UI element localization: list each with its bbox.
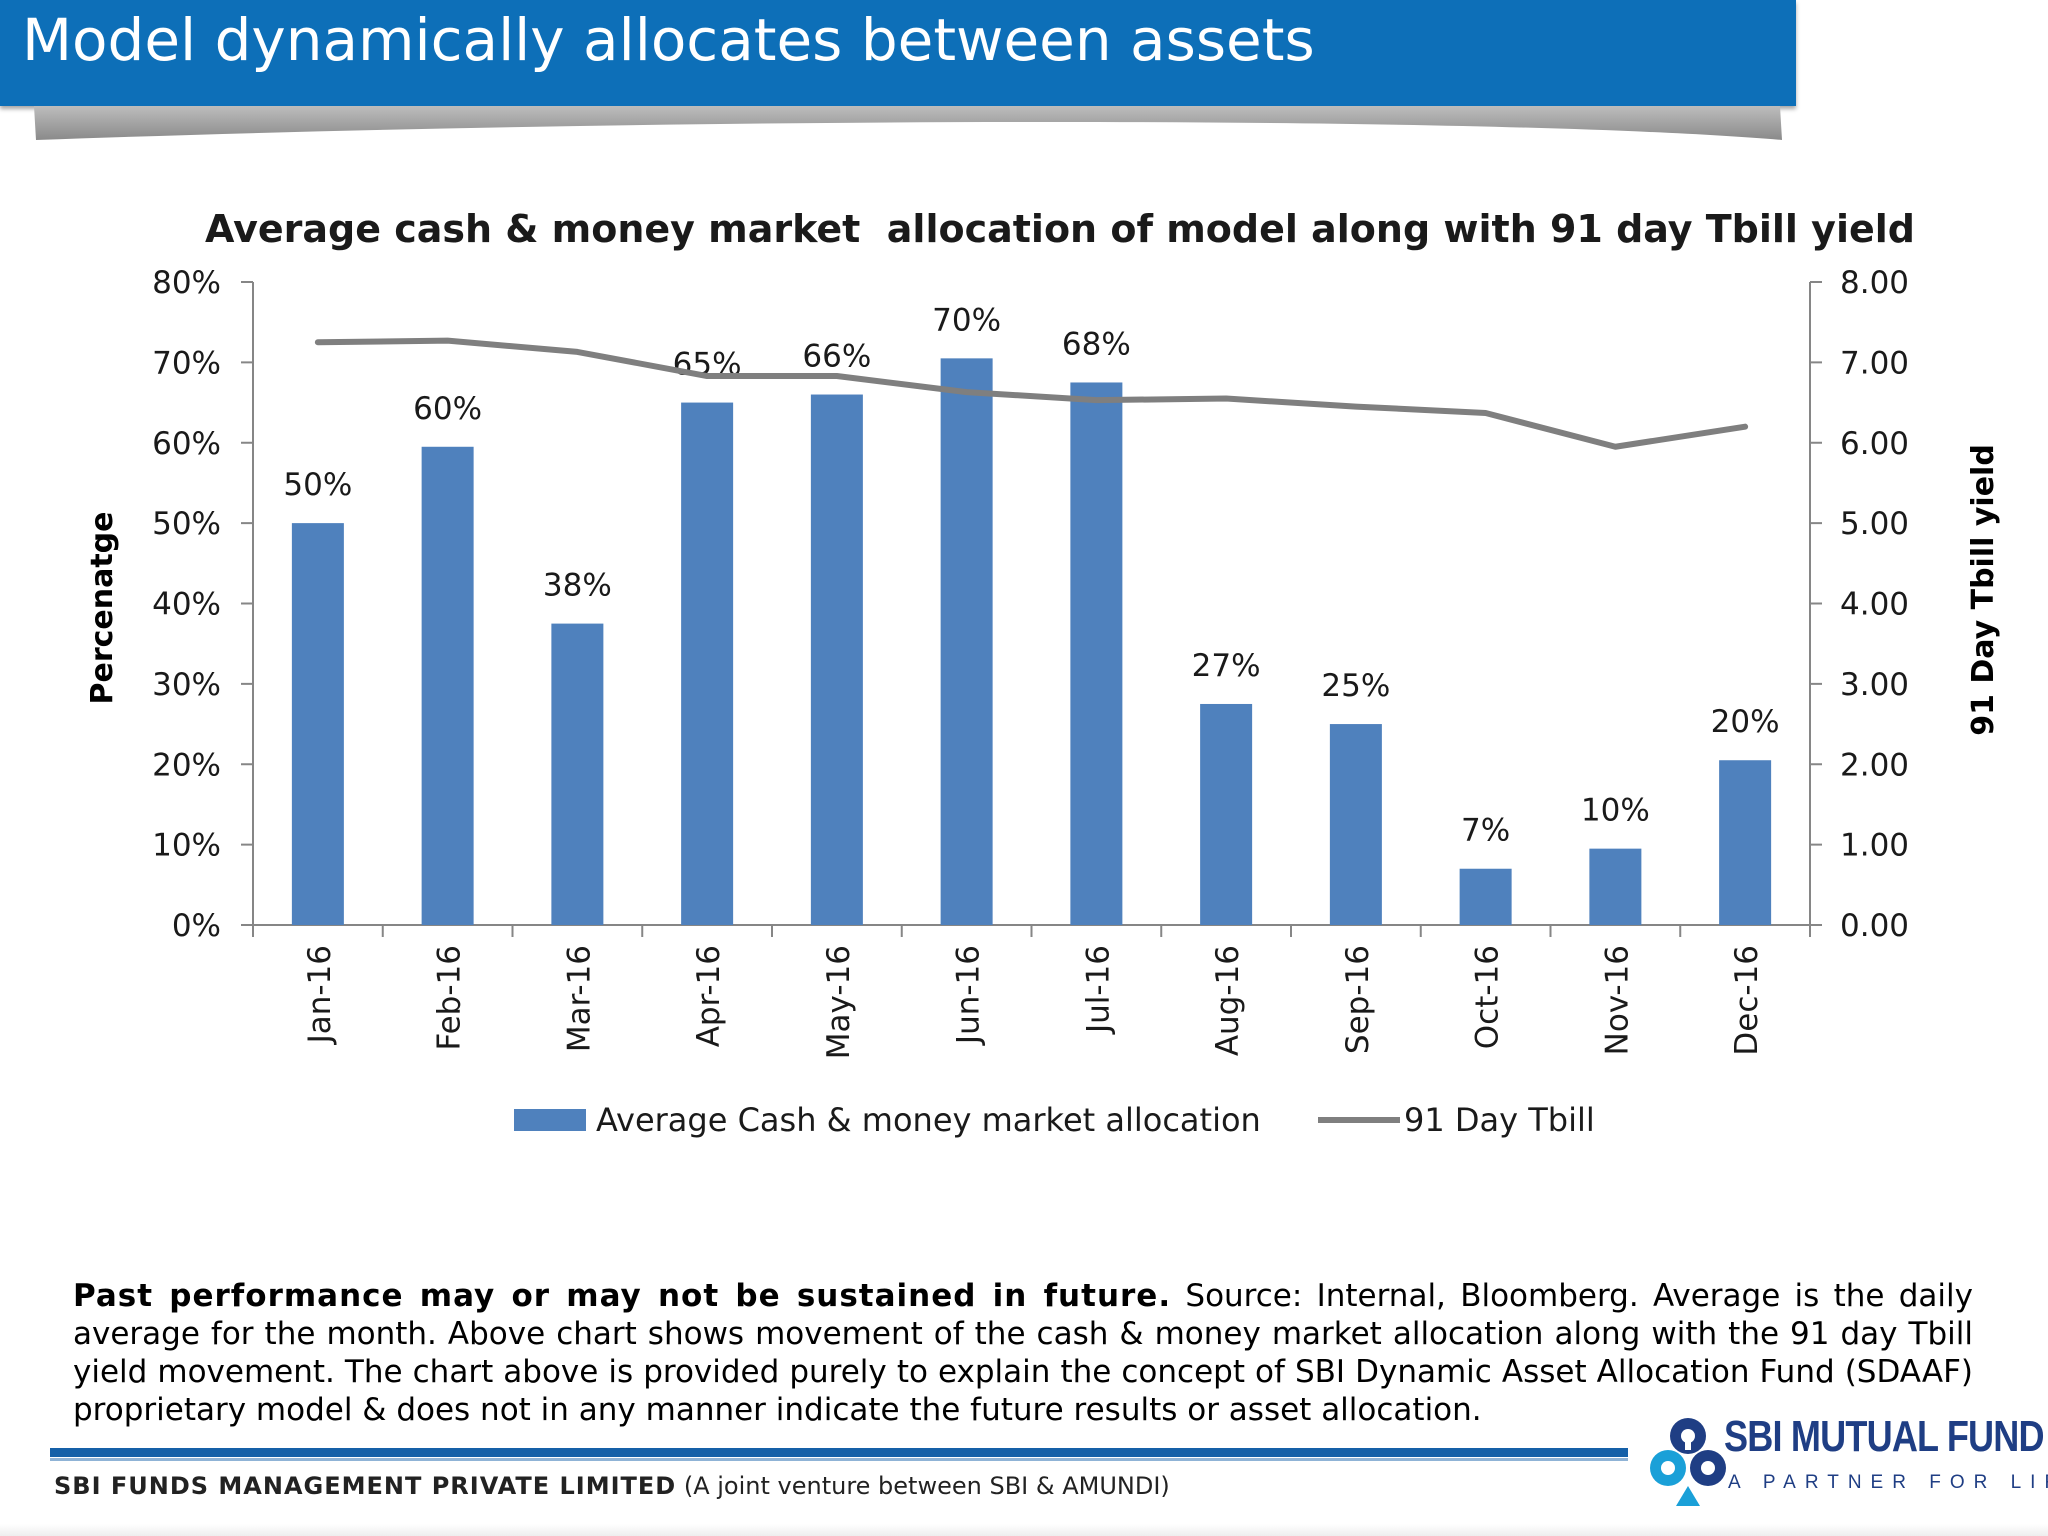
y-tick-label: 10% xyxy=(152,828,221,864)
bar xyxy=(1459,868,1512,925)
y-tick-label: 30% xyxy=(152,667,221,703)
x-tick-label: Nov-16 xyxy=(1599,945,1635,1055)
footer-rule-light xyxy=(50,1458,1628,1461)
company-name: SBI FUNDS MANAGEMENT PRIVATE LIMITED (A … xyxy=(54,1472,1170,1500)
bar-data-label: 38% xyxy=(543,568,612,604)
bar xyxy=(1719,760,1772,925)
y2-tick-label: 1.00 xyxy=(1840,828,1909,864)
y-tick-label: 50% xyxy=(152,506,221,542)
bar-data-label: 50% xyxy=(283,467,352,503)
bar-data-label: 66% xyxy=(802,339,871,375)
disclaimer-bold: Past performance may or may not be susta… xyxy=(73,1278,1172,1314)
legend: Average Cash & money market allocation 9… xyxy=(514,1101,1595,1139)
sbi-logo: SBI MUTUAL FUND A PARTNER FOR LIFE xyxy=(1648,1408,2048,1518)
y2-tick-label: 5.00 xyxy=(1840,506,1909,542)
x-tick-label: Mar-16 xyxy=(561,945,597,1052)
bar-data-label: 70% xyxy=(932,302,1001,338)
x-tick-label: Jan-16 xyxy=(302,945,338,1045)
plot-area: 0% 10% 20% 30% 40% 50% 60% 70% 80% 0.00 1.00 2.00 3.… xyxy=(152,265,1909,1059)
bar-data-label: 27% xyxy=(1192,648,1261,684)
y-axis-label: Percenatge xyxy=(85,511,120,704)
y-tick-label: 60% xyxy=(152,426,221,462)
bar xyxy=(551,623,604,925)
y2-tick-label: 8.00 xyxy=(1840,265,1909,301)
bar-data-label: 20% xyxy=(1711,704,1780,740)
footer-shadow xyxy=(0,1524,2048,1536)
bar-data-label: 7% xyxy=(1461,813,1510,849)
x-tick-label: Aug-16 xyxy=(1210,945,1246,1056)
x-tick-label: May-16 xyxy=(821,945,857,1059)
bar xyxy=(940,358,993,925)
x-tick-label: Feb-16 xyxy=(432,945,468,1051)
y2-tick-label: 7.00 xyxy=(1840,345,1909,381)
disclaimer: Past performance may or may not be susta… xyxy=(73,1277,1973,1429)
y2-tick-label: 4.00 xyxy=(1840,587,1909,623)
y2-tick-label: 6.00 xyxy=(1840,426,1909,462)
bar-data-label: 10% xyxy=(1581,793,1650,829)
page-title: Model dynamically allocates between asse… xyxy=(22,6,1315,74)
footer-rule xyxy=(50,1448,1628,1457)
x-tick-label: Jul-16 xyxy=(1080,945,1116,1035)
sbi-keyhole-logo-icon xyxy=(1650,1418,1726,1506)
company-name-bold: SBI FUNDS MANAGEMENT PRIVATE LIMITED xyxy=(54,1472,677,1500)
bar xyxy=(1329,724,1382,925)
x-tick-label: Jun-16 xyxy=(951,945,987,1046)
bar xyxy=(421,446,474,925)
bar xyxy=(1200,703,1253,925)
y2-tick-label: 2.00 xyxy=(1840,747,1909,783)
y2-tick-label: 3.00 xyxy=(1840,667,1909,703)
logo-tagline: A PARTNER FOR LIFE xyxy=(1728,1472,2048,1493)
x-tick-label: Apr-16 xyxy=(691,945,727,1047)
x-tick-label: Dec-16 xyxy=(1729,945,1765,1056)
bar-data-label: 25% xyxy=(1321,668,1390,704)
bar xyxy=(681,402,734,925)
bar xyxy=(810,394,863,925)
chart-title: Average cash & money market allocation o… xyxy=(205,207,1915,251)
y-tick-label: 0% xyxy=(172,908,221,944)
x-tick-label: Sep-16 xyxy=(1340,945,1376,1054)
y2-tick-label: 0.00 xyxy=(1840,908,1909,944)
bar xyxy=(1070,382,1123,925)
company-name-rest: (A joint venture between SBI & AMUNDI) xyxy=(676,1472,1170,1500)
y2-axis-label: 91 Day Tbill yield xyxy=(1966,444,2001,736)
chart: Average cash & money market allocation o… xyxy=(85,207,2001,1139)
logo-name: SBI MUTUAL FUND xyxy=(1724,1412,2045,1461)
header-bar: Model dynamically allocates between asse… xyxy=(0,0,1796,106)
bar xyxy=(1589,848,1642,925)
tbill-yield-line xyxy=(314,337,1749,450)
y-tick-label: 20% xyxy=(152,747,221,783)
y-tick-label: 70% xyxy=(152,345,221,381)
x-tick-label: Oct-16 xyxy=(1470,945,1506,1049)
header-swoosh xyxy=(34,106,1782,140)
bar xyxy=(291,523,344,925)
bar-data-label: 60% xyxy=(413,391,482,427)
y-tick-label: 80% xyxy=(152,265,221,301)
legend-line-label: 91 Day Tbill xyxy=(1404,1101,1595,1139)
disclaimer-text: Source: Internal, Bloomberg. Average is … xyxy=(73,1278,1973,1428)
bar-data-label: 68% xyxy=(1062,326,1131,362)
legend-bar-label: Average Cash & money market allocation xyxy=(596,1101,1261,1139)
legend-bar-swatch xyxy=(514,1109,586,1131)
y-tick-label: 40% xyxy=(152,587,221,623)
